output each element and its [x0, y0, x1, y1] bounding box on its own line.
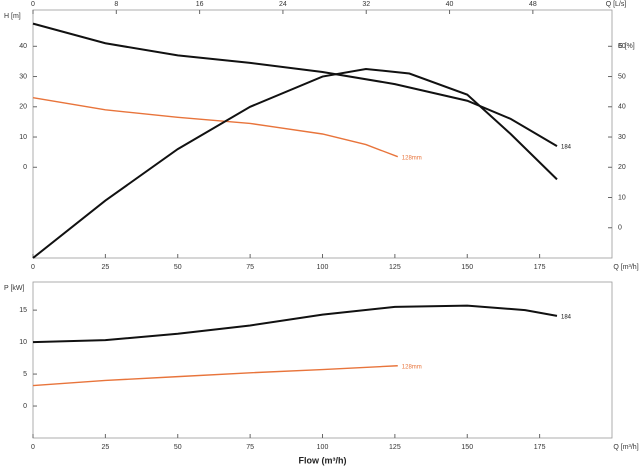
y-tick-label: 20	[19, 104, 27, 111]
x2-tick-label: 48	[529, 1, 537, 8]
x-axis-label: Q [m³/h]	[613, 264, 638, 271]
y-tick-label: 40	[19, 43, 27, 50]
x-tick-label: 25	[101, 444, 109, 451]
y-axis-label: H [m]	[4, 13, 21, 20]
x-tick-label: 50	[174, 444, 182, 451]
x-axis-label: Q [m³/h]	[613, 444, 638, 451]
series-line	[32, 97, 399, 158]
y2-tick-label: 30	[618, 134, 626, 141]
x-tick-label: 0	[31, 264, 35, 271]
x2-tick-label: 8	[114, 1, 118, 8]
x-tick-label: 25	[101, 264, 109, 271]
x-tick-label: 100	[317, 264, 329, 271]
series-label: 128mm	[402, 364, 422, 370]
x2-tick-label: 32	[362, 1, 370, 8]
x-tick-label: 125	[389, 264, 401, 271]
x2-tick-label: 24	[279, 1, 287, 8]
x-tick-label: 125	[389, 444, 401, 451]
x-tick-label: 100	[317, 444, 329, 451]
x2-tick-label: 40	[446, 1, 454, 8]
x-tick-label: 75	[246, 264, 254, 271]
y2-tick-label: 20	[618, 164, 626, 171]
y2-tick-label: 10	[618, 194, 626, 201]
y-axis-label: P [kW]	[4, 285, 25, 292]
series-label: 184	[561, 145, 572, 151]
y2-axis-label: E [%]	[618, 43, 635, 50]
y-tick-label: 15	[19, 307, 27, 314]
y-tick-label: 0	[23, 403, 27, 410]
series-line	[32, 22, 558, 147]
x2-axis-label: Q [L/s]	[606, 1, 627, 8]
series-label: 184	[561, 314, 572, 320]
x-tick-label: 150	[461, 264, 473, 271]
x-tick-label: 175	[534, 264, 546, 271]
x2-tick-label: 16	[196, 1, 204, 8]
x-tick-label: 0	[31, 444, 35, 451]
plot-frame	[32, 281, 613, 439]
x2-tick-label: 0	[31, 1, 35, 8]
y2-tick-label: 50	[618, 73, 626, 80]
y-tick-label: 30	[19, 73, 27, 80]
y2-tick-label: 0	[618, 225, 622, 232]
series-line	[32, 365, 398, 387]
series-line	[32, 67, 558, 259]
y-tick-label: 5	[23, 371, 27, 378]
y2-tick-label: 40	[618, 104, 626, 111]
series-label: 128mm	[402, 155, 422, 161]
y-tick-label: 0	[23, 164, 27, 171]
y-tick-label: 10	[19, 339, 27, 346]
y-tick-label: 10	[19, 134, 27, 141]
chart-title: Flow (m³/h)	[299, 455, 347, 465]
y2-tick-label: 60	[618, 43, 626, 50]
x-tick-label: 75	[246, 444, 254, 451]
x-tick-label: 150	[461, 444, 473, 451]
series-line	[32, 304, 558, 344]
x-tick-label: 50	[174, 264, 182, 271]
x-tick-label: 175	[534, 444, 546, 451]
